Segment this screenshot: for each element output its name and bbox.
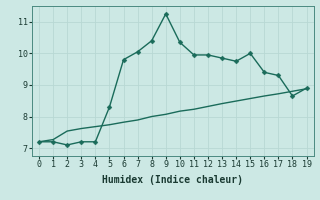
X-axis label: Humidex (Indice chaleur): Humidex (Indice chaleur): [102, 175, 243, 185]
